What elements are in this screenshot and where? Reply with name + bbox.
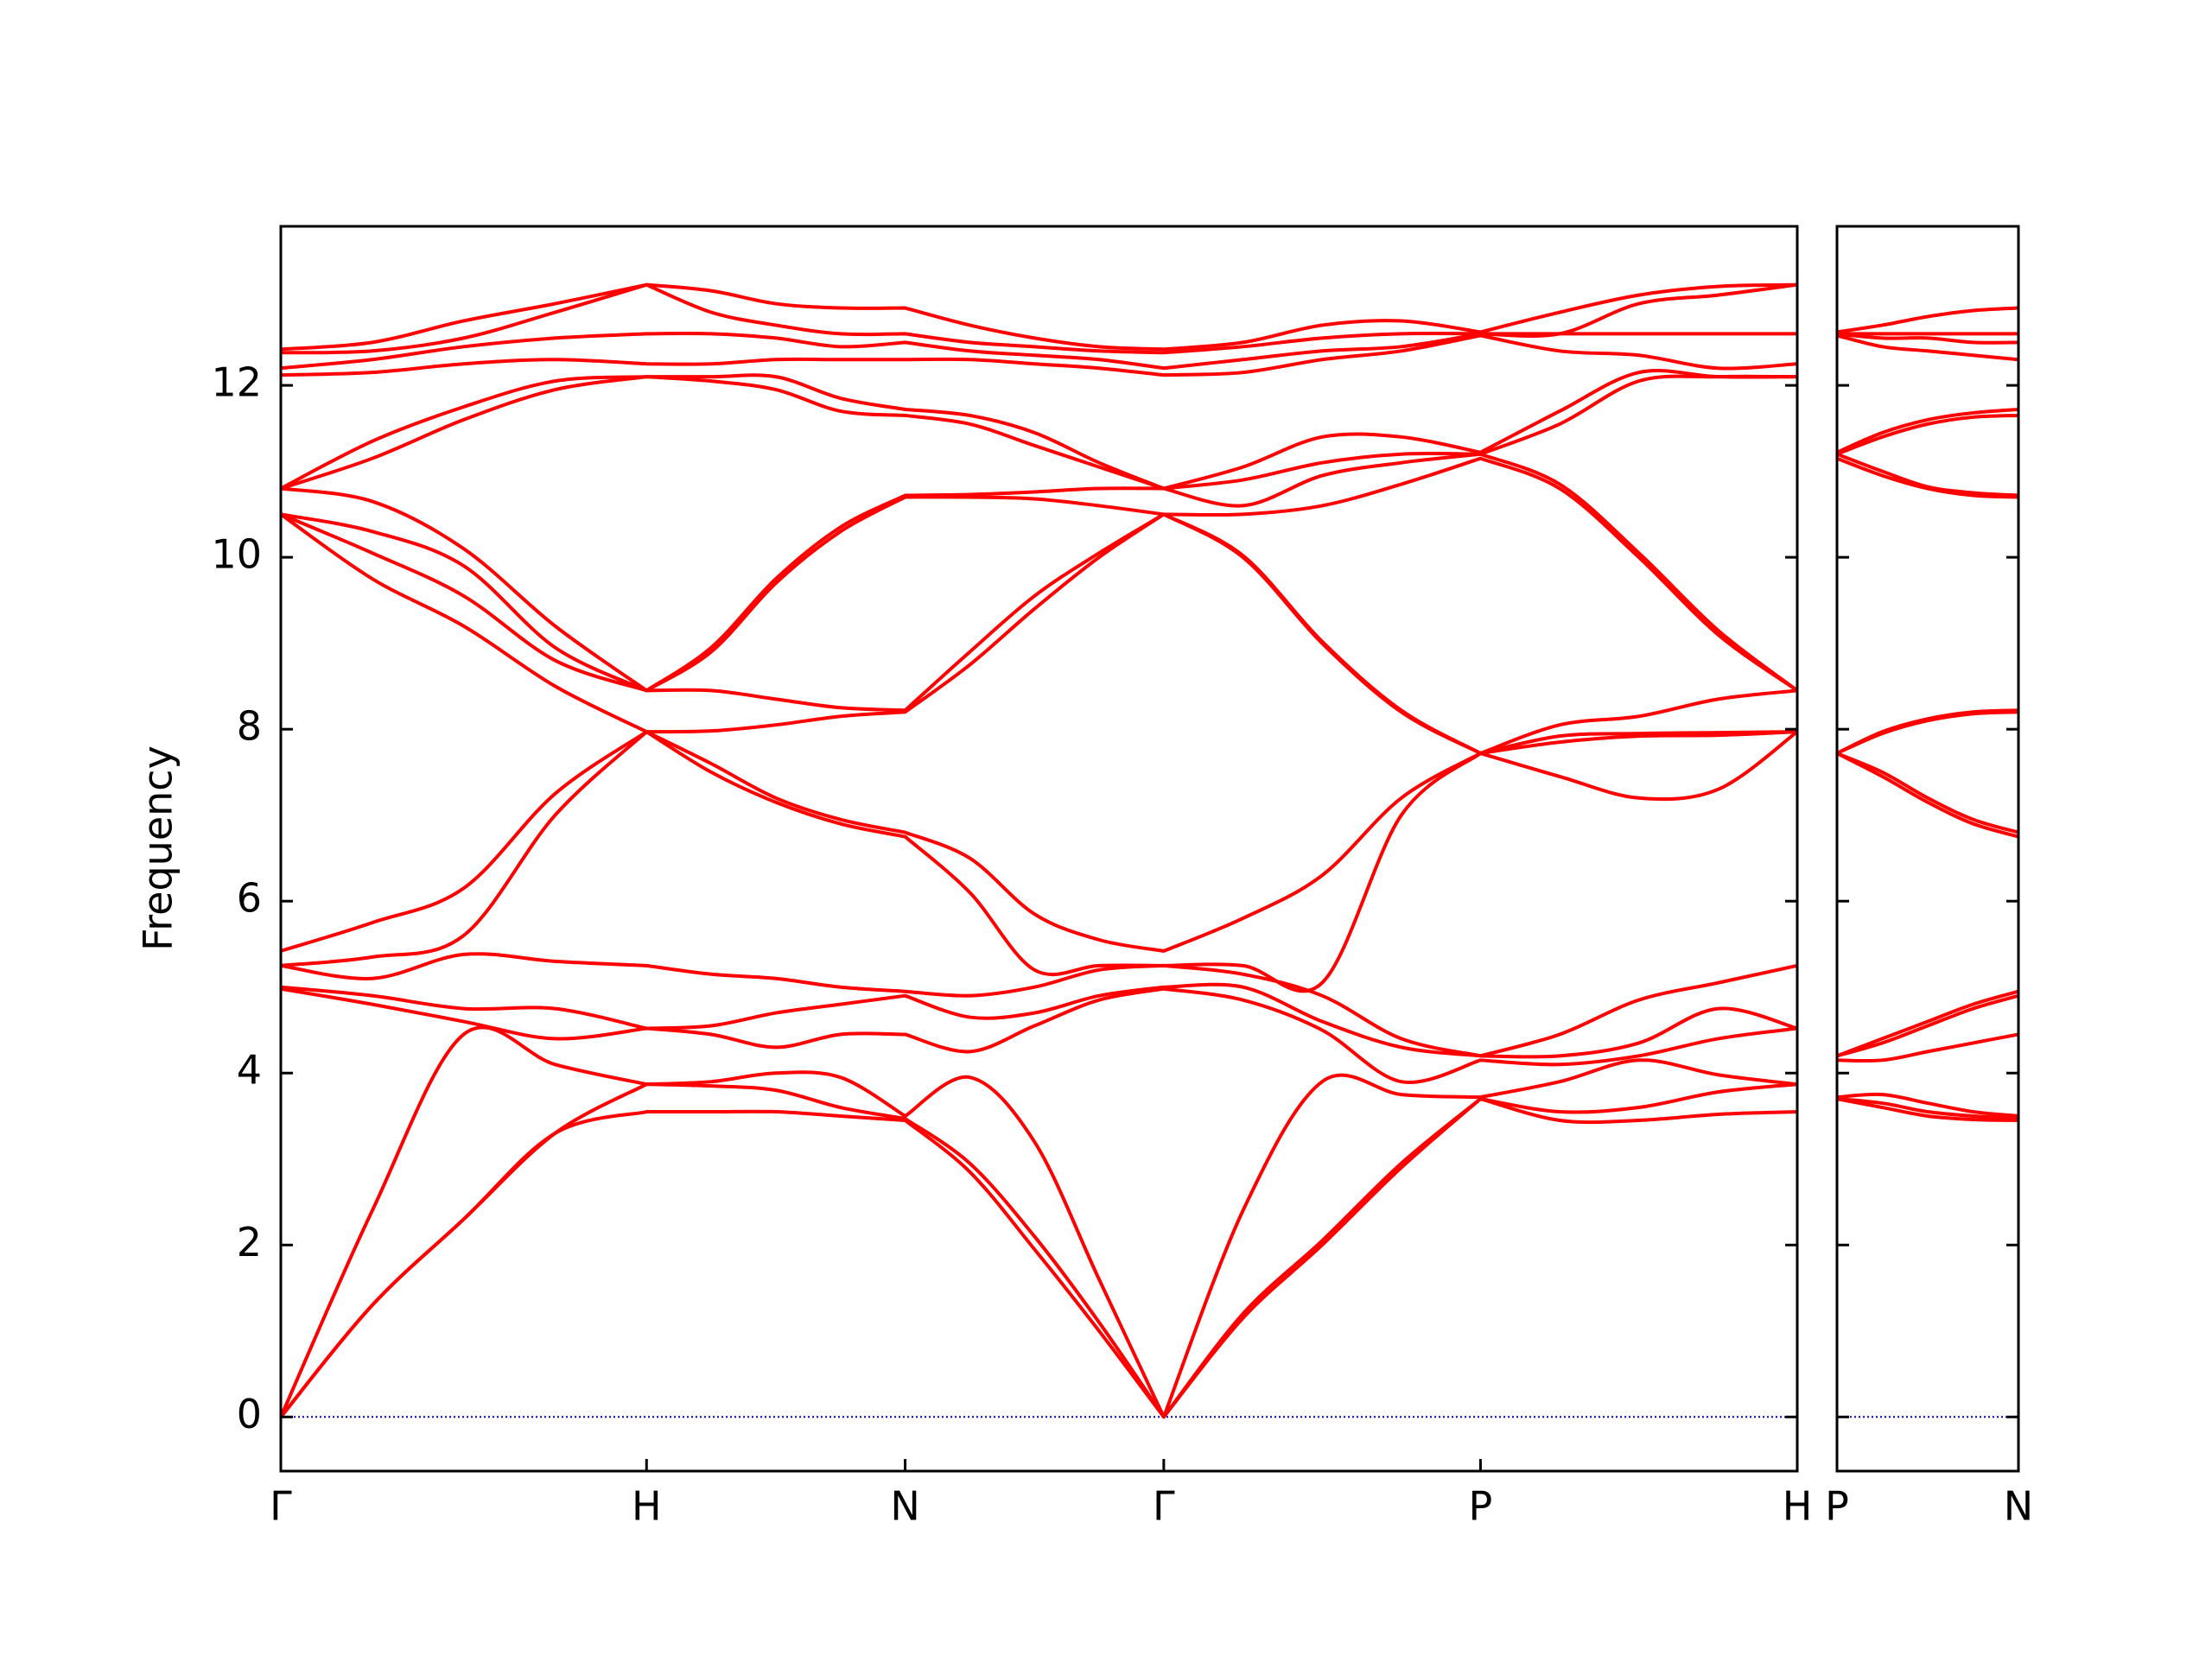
y-tick-label: 10 [211,531,262,578]
y-tick-label: 0 [237,1391,262,1437]
band-line [281,1025,1797,1419]
band-line [1837,752,2018,834]
band-line [281,512,1797,756]
band-line [1837,752,2018,839]
y-tick-label: 12 [211,359,262,406]
y-tick-label: 8 [237,703,262,750]
x-tick-label: P [1825,1483,1849,1530]
axes-frame [279,225,1799,1473]
x-tick-label: Γ [270,1483,292,1530]
band-line [1837,306,2018,334]
y-tick-label: 4 [237,1047,262,1094]
band-line [281,986,1797,1085]
y-tick-label: 6 [237,875,262,922]
band-line [1837,1032,2018,1063]
band-line [1837,1092,2018,1118]
band-line [281,1082,1797,1419]
band-line [1837,708,2018,755]
band-line [281,369,1797,491]
band-line [281,333,1797,377]
band-line [281,730,1797,993]
x-tick-label: H [1783,1483,1813,1530]
band-line [1837,989,2018,1058]
y-tick-label: 2 [237,1219,262,1266]
band-line [1837,333,2018,362]
band-line [281,982,1797,1059]
x-tick-label: N [2004,1483,2033,1530]
band-line [1837,407,2018,454]
y-axis-label: Frequency [135,745,181,951]
band-line [281,282,1797,352]
band-line [281,952,1797,1058]
x-tick-label: H [632,1483,662,1530]
band-line [1837,332,2018,345]
band-line [281,282,1797,355]
band-line [281,452,1797,693]
band-line [1837,1097,2018,1122]
x-tick-label: N [890,1483,919,1530]
x-tick-label: P [1469,1483,1493,1530]
band-line [281,512,1797,756]
band-line [1837,1097,2018,1120]
x-tick-label: Γ [1153,1483,1175,1530]
band-line [281,456,1797,693]
band-line [281,332,1797,371]
band-line [1837,993,2018,1058]
axes-frame [1835,225,2020,1473]
band-line [1837,413,2018,456]
band-line [281,374,1797,491]
band-line [281,730,1797,953]
band-line [1837,452,2018,498]
